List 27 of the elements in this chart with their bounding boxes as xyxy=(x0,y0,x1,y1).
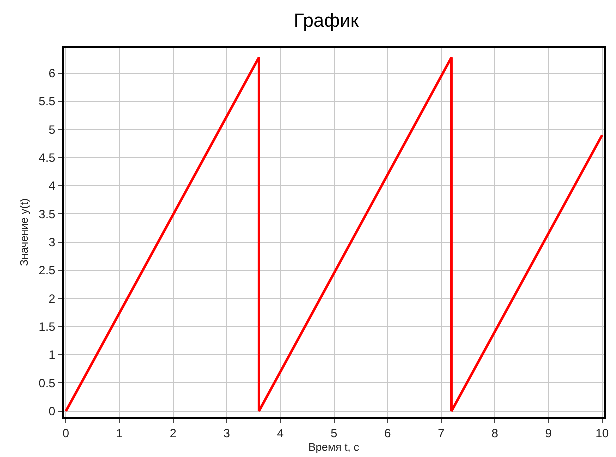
y-tick-label: 0.5 xyxy=(38,376,56,390)
y-tick-label: 0 xyxy=(48,404,56,419)
y-tick-label: 1.5 xyxy=(38,320,56,334)
y-tick-label: 1 xyxy=(48,348,56,362)
y-tick-label: 2.5 xyxy=(38,264,56,278)
x-tick-label: 5 xyxy=(330,426,338,440)
y-tick-label: 6 xyxy=(48,66,56,81)
x-tick-label: 1 xyxy=(116,426,124,440)
x-tick-label: 2 xyxy=(170,426,178,440)
x-tick-label: 9 xyxy=(545,426,552,440)
x-tick-label: 7 xyxy=(438,426,446,440)
x-tick-label: 10 xyxy=(596,426,610,440)
y-tick-label: 3 xyxy=(48,236,56,250)
y-tick-label: 5 xyxy=(48,122,56,137)
x-tick-label: 4 xyxy=(277,426,284,440)
x-tick-label: 0 xyxy=(62,426,70,440)
y-tick-label: 4.5 xyxy=(38,151,56,166)
y-tick-label: 3.5 xyxy=(38,207,56,222)
chart-title: График xyxy=(294,11,360,32)
x-tick-label: 6 xyxy=(384,426,392,440)
x-tick-label: 3 xyxy=(224,426,231,440)
y-tick-label: 4 xyxy=(48,179,56,194)
x-axis-title: Время t, с xyxy=(308,442,360,454)
x-tick-label: 8 xyxy=(492,426,499,440)
y-tick-label: 2 xyxy=(48,292,56,306)
y-tick-label: 5.5 xyxy=(38,94,56,109)
y-axis-title: Значение y(t) xyxy=(19,198,32,266)
